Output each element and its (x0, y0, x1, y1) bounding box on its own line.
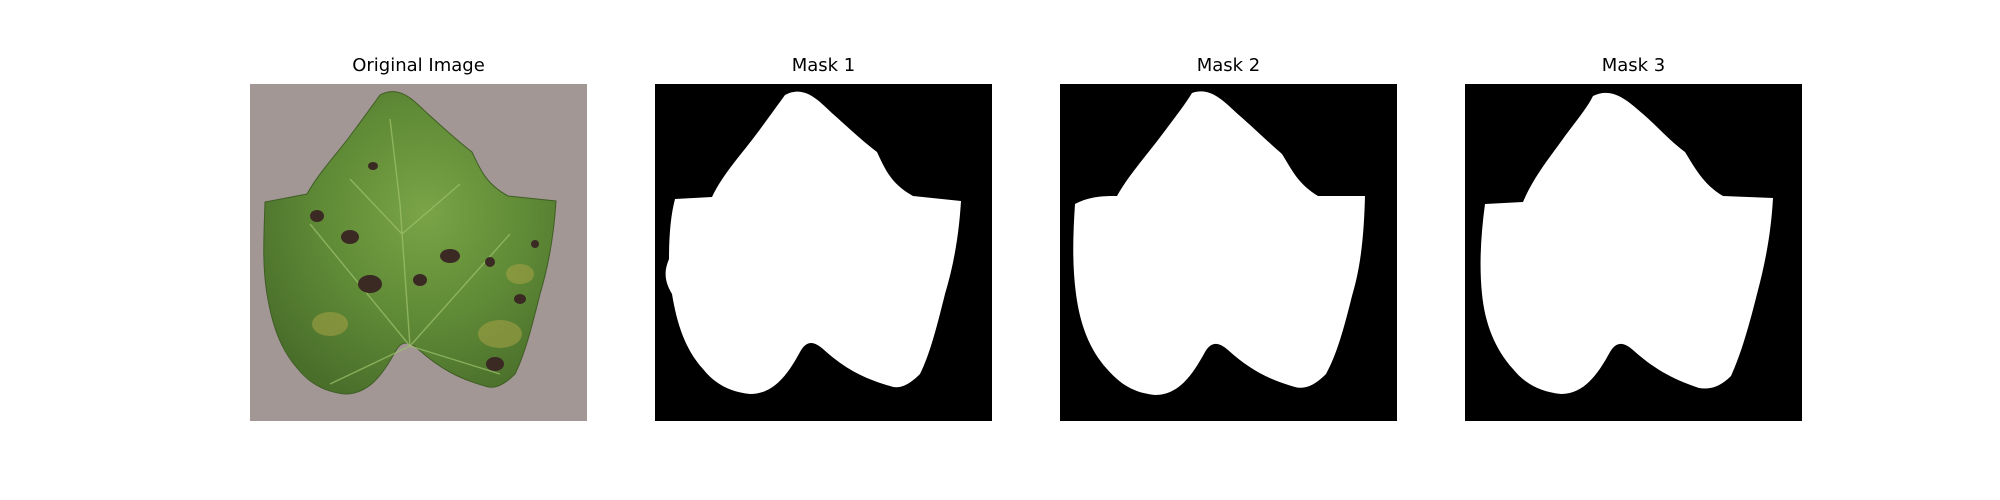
leaf-yellowing (312, 264, 534, 348)
mask-foreground (1480, 92, 1773, 394)
mask-3-image (1465, 84, 1802, 421)
leaf-photo-svg (250, 84, 587, 421)
mask-foreground (665, 91, 961, 394)
leaf-photo (250, 84, 587, 421)
mask-1-svg (655, 84, 992, 421)
leaf-veins (309, 118, 511, 385)
mask-2-svg (1060, 84, 1397, 421)
panel-title: Mask 2 (1196, 55, 1261, 76)
mask-3-svg (1465, 84, 1802, 421)
panel-title: Mask 3 (1601, 55, 1666, 76)
mask-foreground (1073, 91, 1365, 396)
panel-title: Mask 1 (791, 55, 856, 76)
leaf-lesions (310, 162, 539, 371)
mask-2-image (1060, 84, 1397, 421)
mask-1-image (655, 84, 992, 421)
panel-title: Original Image (352, 55, 485, 76)
